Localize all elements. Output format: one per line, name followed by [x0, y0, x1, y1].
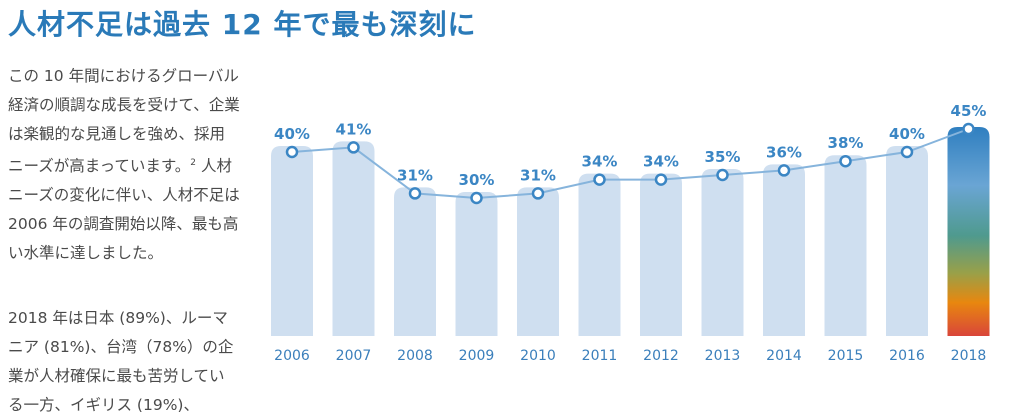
footnote-marker: 2	[190, 158, 197, 168]
paragraph-1-continuation: 人材ニーズの変化に伴い、人材不足は 2006 年の調査開始以降、最も高い水準に達…	[8, 157, 240, 263]
bar	[517, 187, 559, 336]
bar	[578, 173, 621, 336]
bar	[394, 187, 436, 336]
data-point	[839, 154, 852, 168]
x-tick-label: 2006	[274, 348, 310, 364]
bar	[701, 169, 744, 336]
value-label: 35%	[705, 148, 741, 166]
data-point	[777, 164, 791, 177]
value-label: 40%	[274, 125, 310, 143]
data-point	[470, 191, 483, 205]
value-label: 45%	[951, 102, 987, 120]
value-label: 40%	[889, 125, 925, 143]
bar	[763, 164, 805, 336]
x-tick-label: 2008	[397, 348, 433, 364]
x-tick-label: 2009	[459, 348, 495, 364]
paragraph-2-text: 2018 年は日本 (89%)、ルーマニア (81%)、台湾（78%）の企業が人…	[8, 309, 234, 414]
bar	[886, 146, 928, 336]
value-label: 30%	[459, 171, 495, 189]
value-label: 31%	[520, 166, 556, 184]
x-tick-label: 2018	[951, 348, 987, 364]
value-label: 38%	[828, 134, 864, 152]
x-tick-label: 2014	[766, 348, 802, 364]
points-group	[285, 122, 975, 205]
value-label: 34%	[643, 153, 679, 171]
body-paragraph-1: この 10 年間におけるグローバル経済の順調な成長を受けて、企業は楽観的な見通し…	[8, 62, 240, 268]
x-tick-label: 2015	[828, 348, 864, 364]
bar	[271, 146, 313, 336]
data-point	[654, 173, 668, 186]
trend-line	[291, 128, 969, 200]
bar-highlight	[947, 127, 990, 336]
x-tick-label: 2013	[705, 348, 741, 364]
data-point	[531, 187, 545, 200]
data-point	[962, 122, 975, 136]
x-axis-ticks: 2006 2007 2008 2009 2010 2011 2012 2013 2014 2015…	[274, 348, 986, 364]
data-point	[285, 145, 299, 159]
data-point	[347, 141, 360, 154]
data-point	[408, 187, 422, 200]
data-point	[716, 168, 729, 182]
value-label: 41%	[336, 120, 372, 138]
bar	[824, 155, 867, 336]
x-tick-label: 2016	[889, 348, 925, 364]
x-tick-label: 2011	[582, 348, 618, 364]
value-label: 36%	[766, 143, 802, 161]
value-label: 34%	[582, 153, 618, 171]
value-label: 31%	[397, 166, 433, 184]
x-tick-label: 2012	[643, 348, 679, 364]
bar	[640, 173, 682, 336]
x-tick-label: 2007	[336, 348, 372, 364]
paragraph-1-text: この 10 年間におけるグローバル経済の順調な成長を受けて、企業は楽観的な見通し…	[8, 67, 240, 176]
data-point	[593, 173, 606, 186]
bar	[455, 192, 498, 336]
x-tick-label: 2010	[520, 348, 556, 364]
bar	[332, 141, 375, 336]
data-point	[900, 145, 914, 159]
body-paragraph-2: 2018 年は日本 (89%)、ルーマニア (81%)、台湾（78%）の企業が人…	[8, 304, 240, 420]
page-title: 人材不足は過去 12 年で最も深刻に	[8, 8, 477, 41]
value-labels-group: 40% 41% 31% 30% 31% 34% 34% 35% 36% 38% 40% 45%	[274, 102, 986, 189]
talent-shortage-chart: 40% 41% 31% 30% 31% 34% 34% 35% 36% 38% 40% 45% 200…	[271, 102, 990, 364]
bars-group	[271, 127, 990, 336]
